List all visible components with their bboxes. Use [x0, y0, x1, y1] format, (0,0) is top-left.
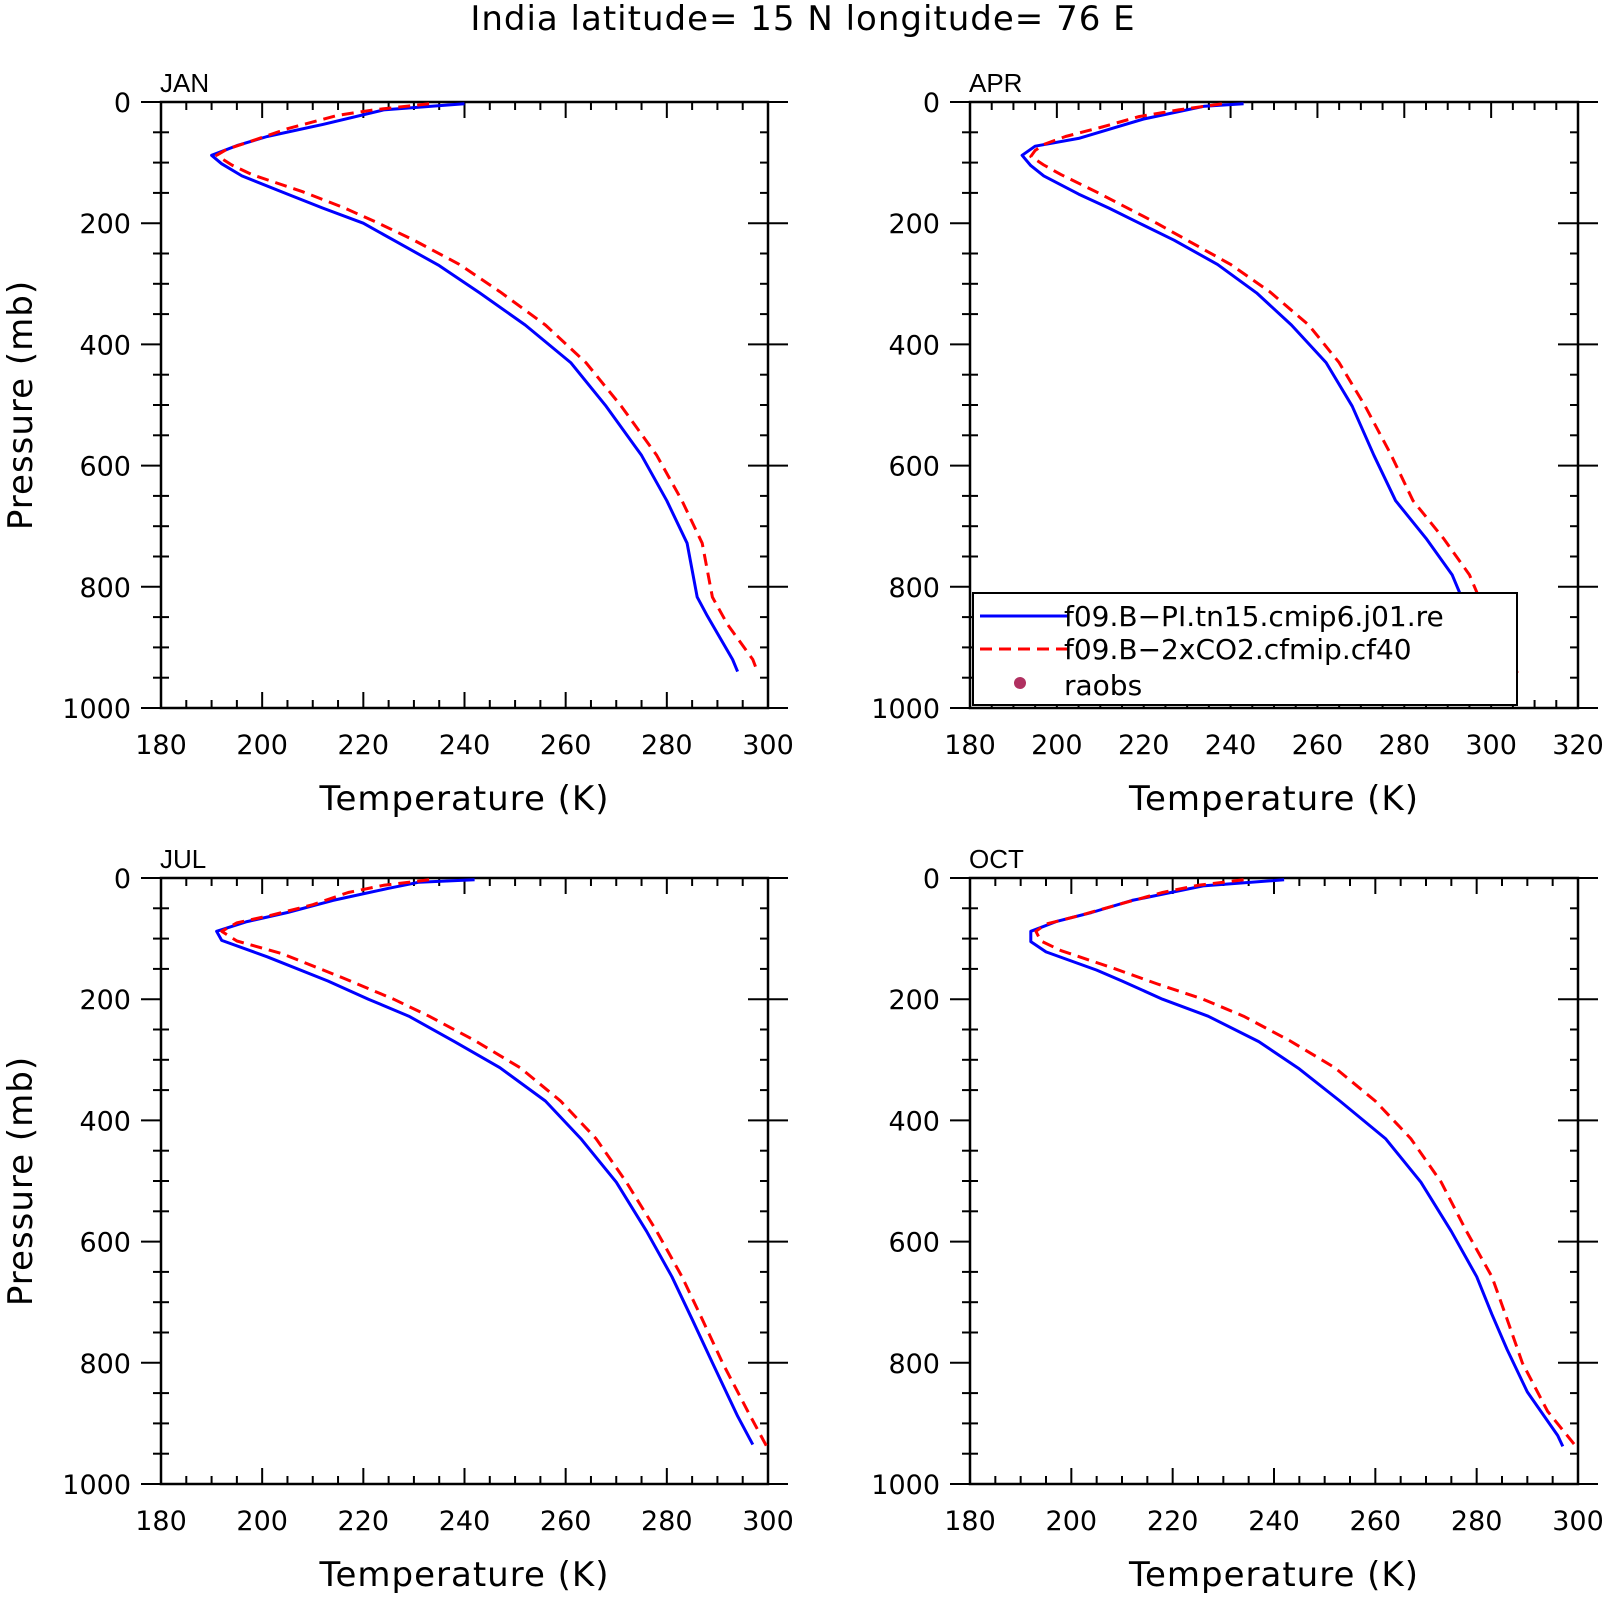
series-line-pi [210, 102, 739, 673]
x-axis-title: Temperature (K) [318, 779, 609, 819]
y-tick-label: 600 [888, 1228, 940, 1259]
series-line-pi [1029, 878, 1565, 1448]
y-tick-label: 200 [79, 985, 131, 1016]
plot-frame [159, 876, 770, 1486]
x-tick-label: 260 [540, 730, 592, 761]
x-tick-label: 200 [1031, 730, 1083, 761]
series-line-pi [1020, 102, 1502, 673]
x-tick-label: 180 [135, 1506, 187, 1537]
x-axis-title: Temperature (K) [318, 1555, 609, 1595]
y-axis-title: Pressure (mb) [1, 280, 41, 530]
x-tick-label: 260 [540, 1506, 592, 1537]
x-tick-label: 300 [742, 730, 794, 761]
x-tick-label: 300 [1552, 1506, 1604, 1537]
legend-label: f09.B−2xCO2.cfmip.cf40 [1064, 633, 1412, 666]
x-tick-label: 280 [641, 730, 693, 761]
y-tick-label: 1000 [62, 1470, 131, 1501]
x-tick-label: 180 [135, 730, 187, 761]
plot-frame [159, 100, 770, 710]
x-tick-label: 300 [742, 1506, 794, 1537]
x-tick-label: 220 [338, 730, 390, 761]
panels-layer: 180 200 220 240 260 280 300 0 200 400 600 800 1000 JA… [1, 68, 1604, 1595]
x-tick-label: 220 [1147, 1506, 1199, 1537]
y-tick-label: 400 [79, 330, 131, 361]
x-tick-label: 280 [641, 1506, 693, 1537]
tick-marks [141, 877, 788, 1485]
y-tick-label: 800 [79, 1349, 131, 1380]
legend-label: f09.B−PI.tn15.cmip6.j01.re [1064, 600, 1444, 633]
y-tick-label: 200 [888, 209, 940, 240]
y-axis-title: Pressure (mb) [1, 1056, 41, 1306]
x-tick-label: 280 [1379, 730, 1431, 761]
y-tick-label: 0 [114, 864, 131, 895]
y-tick-label: 600 [888, 452, 940, 483]
legend-marker-raobs [1014, 677, 1026, 689]
x-tick-label: 240 [1248, 1506, 1300, 1537]
panel-jan: 180 200 220 240 260 280 300 0 200 400 600 800 1000 JA… [1, 68, 794, 819]
y-tick-label: 800 [888, 573, 940, 604]
y-tick-label: 600 [79, 1228, 131, 1259]
x-tick-label: 200 [236, 1506, 288, 1537]
x-tick-label: 260 [1350, 1506, 1402, 1537]
tick-marks [141, 101, 788, 709]
tick-marks [950, 877, 1598, 1485]
panel-apr: 180 200 220 240 260 280 300 320 0 200 400 600 800 100… [871, 68, 1603, 819]
x-tick-label: 300 [1465, 730, 1517, 761]
y-tick-label: 1000 [62, 694, 131, 725]
panel-label: JAN [160, 68, 209, 98]
plot-frame [968, 876, 1580, 1486]
x-axis-title: Temperature (K) [1128, 779, 1419, 819]
x-tick-label: 280 [1451, 1506, 1503, 1537]
y-tick-label: 0 [923, 88, 940, 119]
series-line-2xco2 [220, 878, 770, 1450]
y-tick-label: 1000 [871, 1470, 940, 1501]
y-tick-label: 400 [888, 1106, 940, 1137]
series-line-2xco2 [215, 102, 760, 674]
legend-label: raobs [1064, 669, 1142, 702]
x-tick-label: 220 [338, 1506, 390, 1537]
x-tick-label: 200 [236, 730, 288, 761]
y-tick-label: 0 [923, 864, 940, 895]
panel-oct: 180 200 220 240 260 280 300 0 200 400 600 800 1000 OC… [871, 844, 1603, 1595]
panel-label: OCT [969, 844, 1024, 874]
x-tick-label: 240 [439, 730, 491, 761]
panel-label: JUL [160, 844, 206, 874]
y-tick-label: 800 [79, 573, 131, 604]
x-tick-label: 240 [1205, 730, 1257, 761]
x-tick-label: 180 [944, 1506, 996, 1537]
y-tick-label: 400 [79, 1106, 131, 1137]
y-tick-label: 200 [888, 985, 940, 1016]
y-tick-label: 0 [114, 88, 131, 119]
panel-jul: 180 200 220 240 260 280 300 0 200 400 600 800 1000 JU… [1, 844, 794, 1595]
x-tick-label: 180 [944, 730, 996, 761]
panel-label: APR [969, 68, 1022, 98]
x-tick-label: 220 [1118, 730, 1170, 761]
y-tick-label: 800 [888, 1349, 940, 1380]
x-tick-label: 200 [1046, 1506, 1098, 1537]
x-tick-label: 240 [439, 1506, 491, 1537]
series-line-2xco2 [1034, 878, 1580, 1450]
x-axis-title: Temperature (K) [1128, 1555, 1419, 1595]
series-line-2xco2 [1029, 102, 1519, 674]
y-tick-label: 200 [79, 209, 131, 240]
y-tick-label: 1000 [871, 694, 940, 725]
y-tick-label: 600 [79, 452, 131, 483]
x-tick-label: 260 [1292, 730, 1344, 761]
legend: f09.B−PI.tn15.cmip6.j01.ref09.B−2xCO2.cf… [972, 592, 1518, 706]
x-tick-label: 320 [1552, 730, 1604, 761]
series-line-pi [215, 878, 755, 1446]
y-tick-label: 400 [888, 330, 940, 361]
chart-title: India latitude= 15 N longitude= 76 E [470, 0, 1135, 39]
